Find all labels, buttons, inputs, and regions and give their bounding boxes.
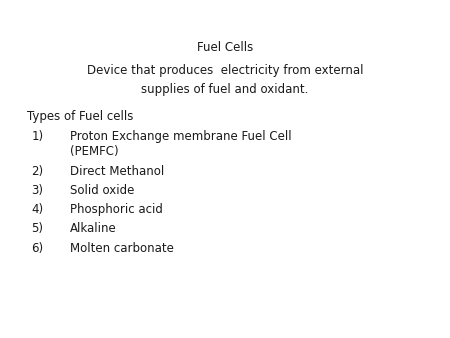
Text: Alkaline: Alkaline: [70, 222, 117, 235]
Text: 2): 2): [32, 165, 44, 177]
Text: Phosphoric acid: Phosphoric acid: [70, 203, 162, 216]
Text: Direct Methanol: Direct Methanol: [70, 165, 164, 177]
Text: 6): 6): [32, 242, 44, 255]
Text: 3): 3): [32, 184, 44, 197]
Text: Solid oxide: Solid oxide: [70, 184, 134, 197]
Text: Molten carbonate: Molten carbonate: [70, 242, 174, 255]
Text: Fuel Cells: Fuel Cells: [197, 41, 253, 53]
Text: 1): 1): [32, 130, 44, 143]
Text: 5): 5): [32, 222, 44, 235]
Text: 4): 4): [32, 203, 44, 216]
Text: Proton Exchange membrane Fuel Cell: Proton Exchange membrane Fuel Cell: [70, 130, 292, 143]
Text: Device that produces  electricity from external: Device that produces electricity from ex…: [87, 64, 363, 77]
Text: supplies of fuel and oxidant.: supplies of fuel and oxidant.: [141, 83, 309, 96]
Text: (PEMFC): (PEMFC): [70, 145, 118, 158]
Text: Types of Fuel cells: Types of Fuel cells: [27, 110, 133, 123]
